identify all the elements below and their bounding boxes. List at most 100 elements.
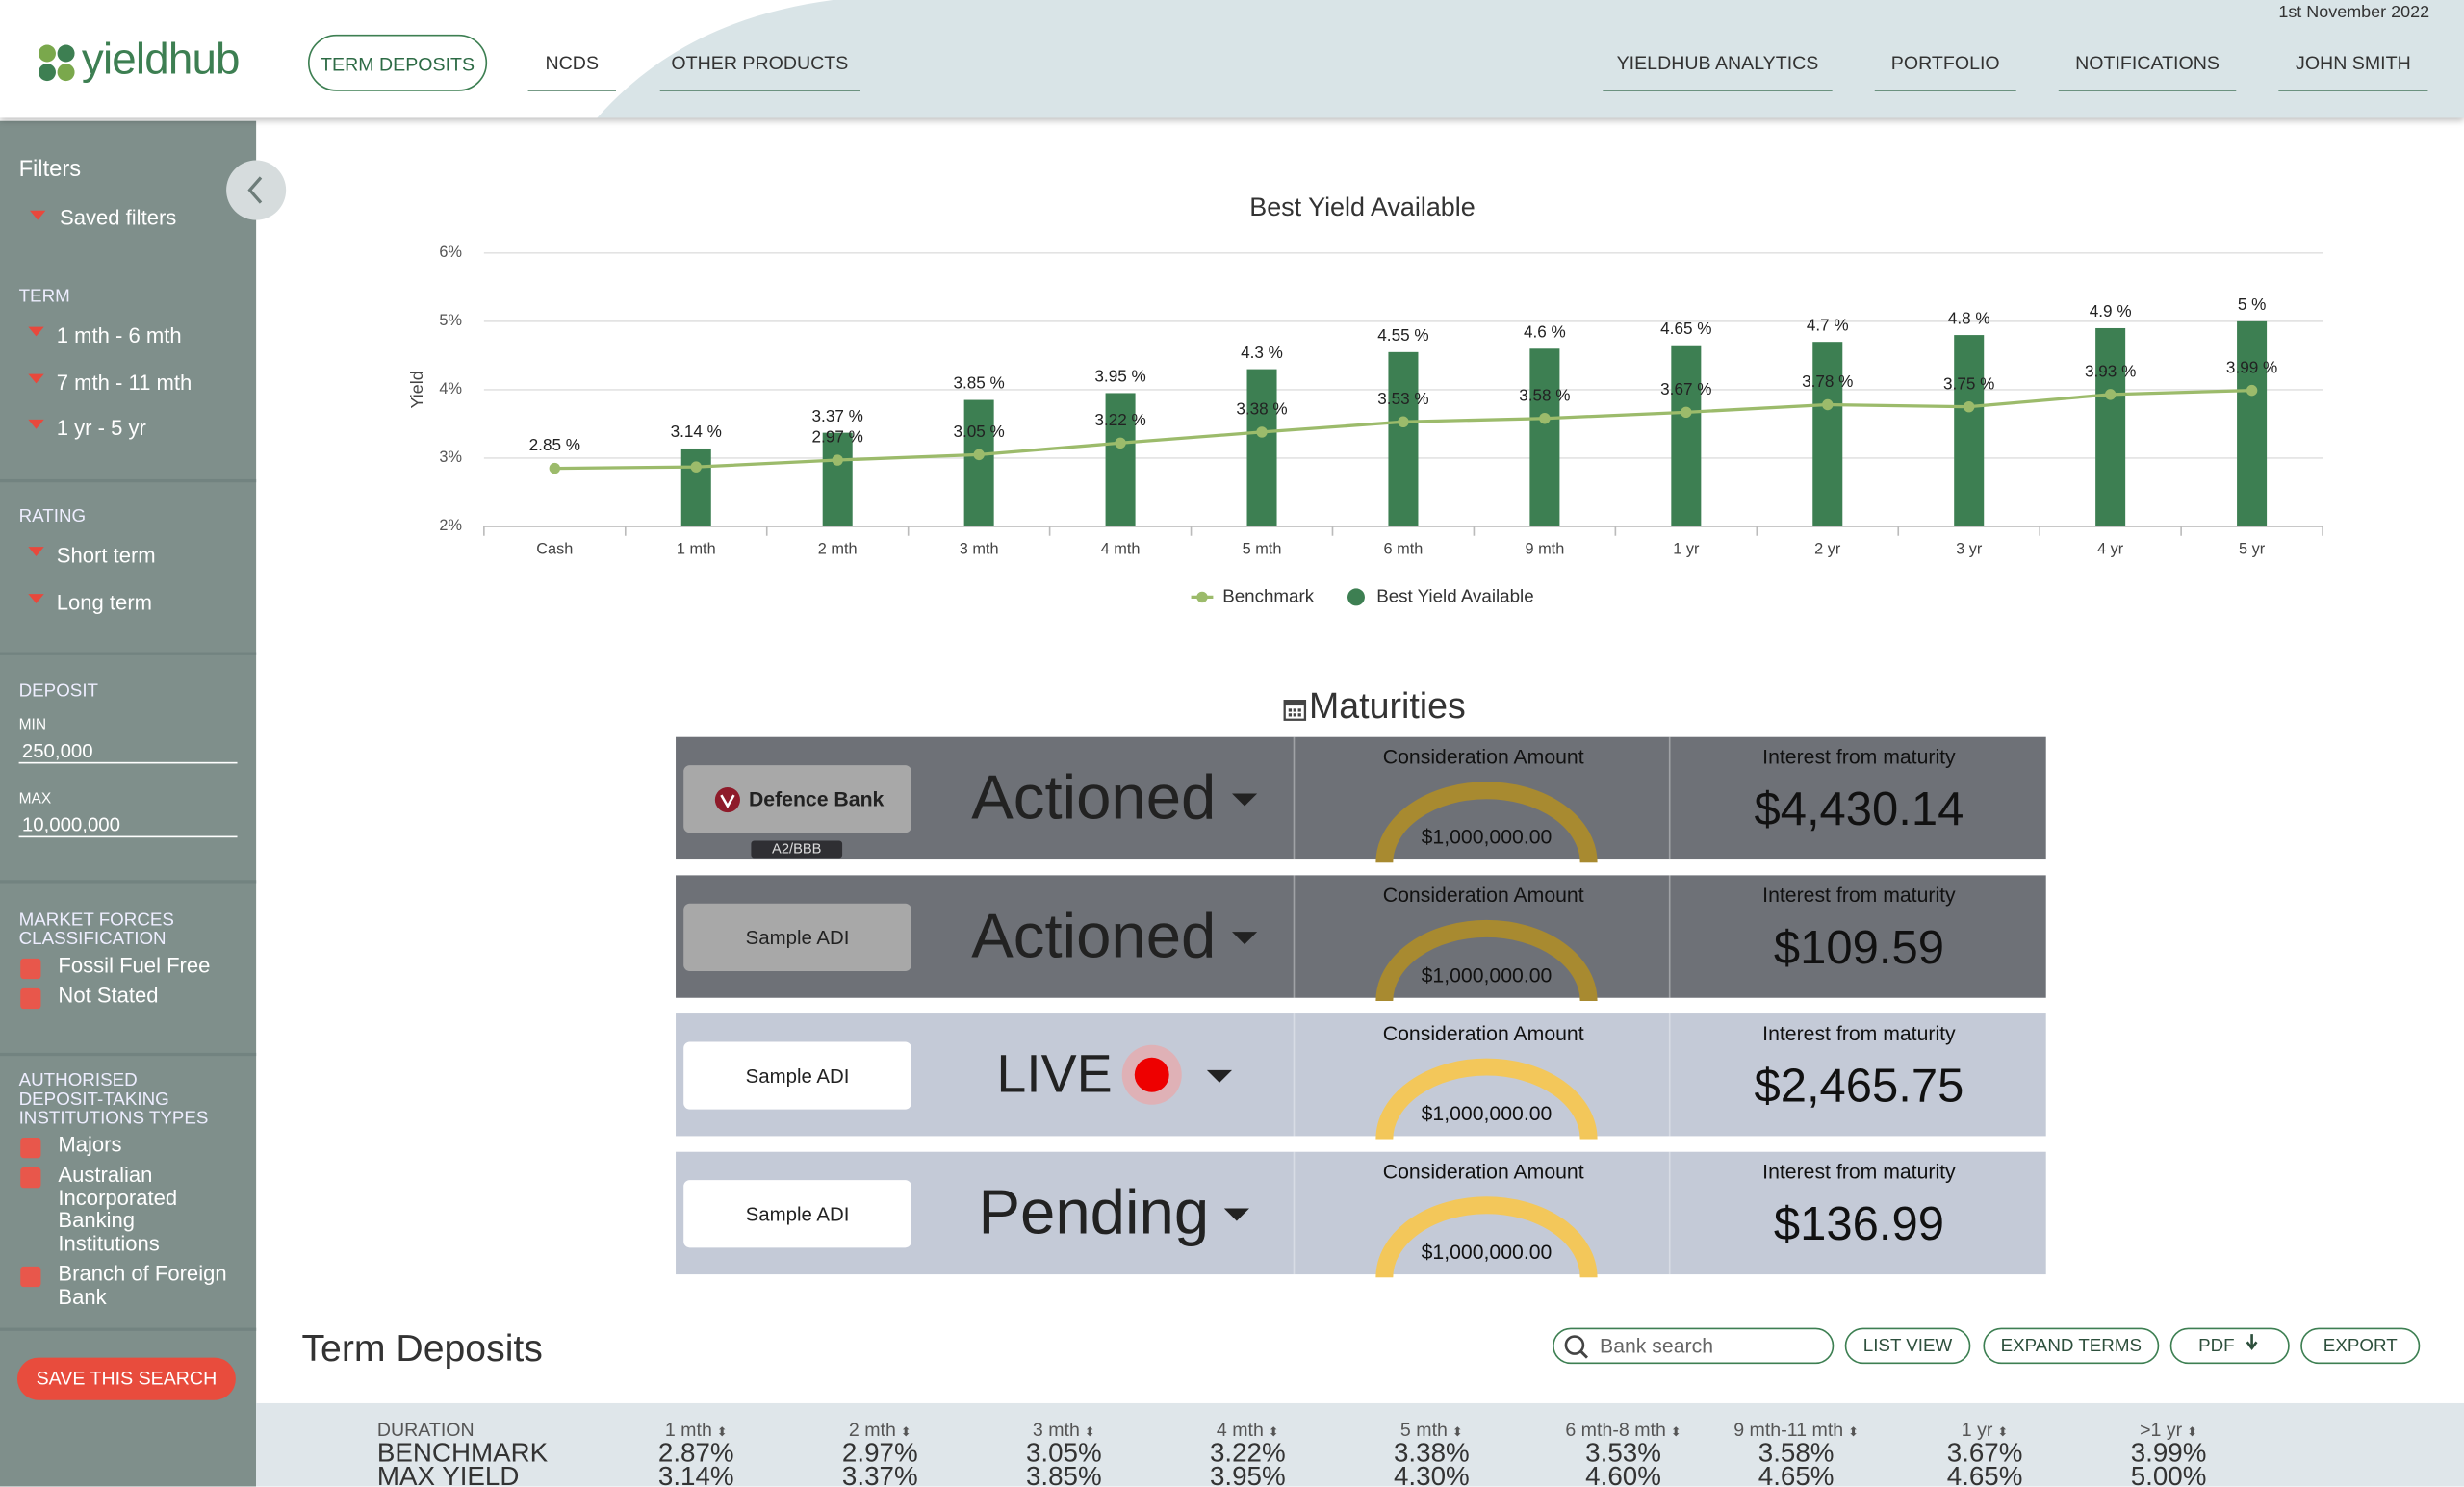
- table-background: [256, 1402, 2464, 1487]
- bank-box[interactable]: Sample ADI: [683, 1180, 911, 1248]
- bank-name: Defence Bank: [748, 786, 885, 811]
- cell: 4.60%: [1585, 1461, 1661, 1487]
- sort-icon: ⬍: [1670, 1424, 1681, 1440]
- column-header[interactable]: 3 mth ⬍: [1033, 1419, 1095, 1441]
- status-caret[interactable]: [1200, 1063, 1238, 1088]
- status-caret[interactable]: [1225, 785, 1263, 810]
- column-header[interactable]: 4 mth ⬍: [1217, 1419, 1279, 1441]
- filter-item[interactable]: Long term: [56, 590, 153, 615]
- line-point: [1256, 426, 1268, 438]
- cell: 4.65%: [1758, 1461, 1835, 1487]
- column-header[interactable]: >1 yr ⬍: [2140, 1419, 2197, 1441]
- column-header[interactable]: 1 mth ⬍: [665, 1419, 728, 1441]
- term-deposits-title: Term Deposits: [301, 1327, 543, 1371]
- bank-box[interactable]: Sample ADI: [683, 1041, 911, 1110]
- header-text: 6 mth-8 mth: [1565, 1419, 1666, 1442]
- nav-link[interactable]: NOTIFICATIONS: [2058, 35, 2237, 91]
- consideration-amount: $1,000,000.00: [1421, 1101, 1553, 1125]
- x-tick-label: 3 mth: [960, 541, 999, 558]
- header-text: 4 mth: [1216, 1419, 1264, 1442]
- column-header[interactable]: 5 mth ⬍: [1400, 1419, 1463, 1441]
- status[interactable]: Pending: [943, 1152, 1292, 1274]
- maturities-title: Maturities: [1308, 684, 1466, 727]
- bank-box[interactable]: Defence Bank: [683, 765, 911, 833]
- checkbox-label[interactable]: Australian Incorporated Banking Institut…: [58, 1163, 178, 1255]
- checkbox-label[interactable]: Majors: [58, 1133, 122, 1157]
- filter-item[interactable]: Short term: [56, 543, 156, 568]
- header: yieldhub 1st November 2022 TERM DEPOSITS…: [0, 0, 2464, 118]
- checkbox-label[interactable]: Not Stated: [58, 984, 159, 1008]
- status[interactable]: Actioned: [943, 737, 1292, 859]
- nav-link[interactable]: JOHN SMITH: [2278, 35, 2428, 91]
- column-divider: [1668, 1013, 1671, 1137]
- consideration-amount: $1,000,000.00: [1421, 962, 1553, 987]
- bank-box[interactable]: Sample ADI: [683, 903, 911, 971]
- nav-link[interactable]: NCDS: [527, 35, 616, 91]
- checkbox[interactable]: [20, 1167, 41, 1189]
- row-label: MAX YIELD: [376, 1461, 520, 1487]
- interest-label: Interest from maturity: [1762, 1159, 1956, 1184]
- y-tick-label: 3%: [439, 449, 462, 466]
- chart: Best Yield Available Yield 2% 3% 4% 5% 6% Cash 1…: [407, 192, 2323, 606]
- calendar-icon: [1283, 700, 1307, 721]
- line-point: [1822, 398, 1834, 411]
- column-header[interactable]: 1 yr ⬍: [1962, 1419, 2009, 1441]
- filter-item[interactable]: 7 mth - 11 mth: [56, 371, 192, 395]
- status-caret[interactable]: [1219, 1200, 1256, 1225]
- y-tick-label: 6%: [439, 244, 462, 261]
- status[interactable]: LIVE: [943, 1013, 1292, 1136]
- column-header[interactable]: 6 mth-8 mth ⬍: [1565, 1419, 1681, 1441]
- x-tick-label: 5 mth: [1243, 541, 1282, 558]
- sort-icon: ⬍: [2187, 1424, 2198, 1440]
- filter-item[interactable]: 1 mth - 6 mth: [56, 323, 182, 347]
- nav-link[interactable]: OTHER PRODUCTS: [659, 35, 860, 91]
- y-tick-label: 2%: [439, 517, 462, 534]
- filter-item[interactable]: 1 yr - 5 yr: [56, 416, 146, 441]
- legend-marker: [1347, 588, 1365, 606]
- save-search-button[interactable]: SAVE THIS SEARCH: [16, 1357, 236, 1400]
- toolbar-button[interactable]: EXPAND TERMS: [1983, 1327, 2160, 1365]
- row-label: BENCHMARK: [376, 1437, 549, 1468]
- data-label: 3.53 %: [1377, 389, 1428, 408]
- consideration-label: Consideration Amount: [1382, 744, 1584, 769]
- column-divider: [1293, 1151, 1296, 1275]
- toolbar-button[interactable]: EXPORT: [2300, 1327, 2421, 1365]
- gauge: [1375, 1058, 1598, 1140]
- line-point: [832, 454, 843, 466]
- max-input[interactable]: 10,000,000: [18, 814, 238, 838]
- status[interactable]: Actioned: [943, 875, 1292, 997]
- cell: 2.87%: [657, 1437, 734, 1468]
- cell: 3.22%: [1209, 1437, 1286, 1468]
- collapse-button[interactable]: [224, 160, 287, 223]
- dropdown-arrow: [28, 373, 44, 384]
- logo[interactable]: yieldhub: [81, 34, 241, 84]
- saved-filters[interactable]: Saved filters: [60, 205, 177, 230]
- data-label: 3.95 %: [1094, 367, 1145, 386]
- search-box[interactable]: Bank search: [1553, 1327, 1835, 1365]
- bank-name: Sample ADI: [745, 1202, 850, 1225]
- toolbar-button[interactable]: PDF: [2169, 1327, 2290, 1365]
- bar: [1954, 335, 1985, 526]
- nav-link[interactable]: YIELDHUB ANALYTICS: [1603, 35, 1833, 91]
- checkbox[interactable]: [20, 987, 41, 1010]
- nav-link[interactable]: PORTFOLIO: [1874, 35, 2016, 91]
- checkbox-label[interactable]: Branch of Foreign Bank: [58, 1262, 227, 1309]
- nav-link[interactable]: TERM DEPOSITS: [307, 34, 488, 91]
- consideration-label: Consideration Amount: [1382, 1021, 1584, 1045]
- checkbox[interactable]: [20, 1266, 41, 1288]
- status-caret[interactable]: [1225, 924, 1263, 949]
- checkbox[interactable]: [20, 1138, 41, 1159]
- status-text: Actioned: [971, 762, 1217, 833]
- column-header[interactable]: 9 mth-11 mth ⬍: [1733, 1419, 1859, 1441]
- data-label: 3.05 %: [953, 422, 1004, 441]
- checkbox-label[interactable]: Fossil Fuel Free: [58, 954, 211, 978]
- interest-value: $136.99: [1773, 1198, 1944, 1251]
- y-axis-label: Yield: [407, 371, 426, 408]
- column-header[interactable]: 2 mth ⬍: [849, 1419, 911, 1441]
- toolbar-button[interactable]: LIST VIEW: [1844, 1327, 1971, 1365]
- data-label: 2.85 %: [529, 435, 580, 454]
- min-input[interactable]: 250,000: [18, 740, 238, 764]
- rating-badge: A2/BBB: [751, 840, 843, 859]
- checkbox[interactable]: [20, 958, 41, 980]
